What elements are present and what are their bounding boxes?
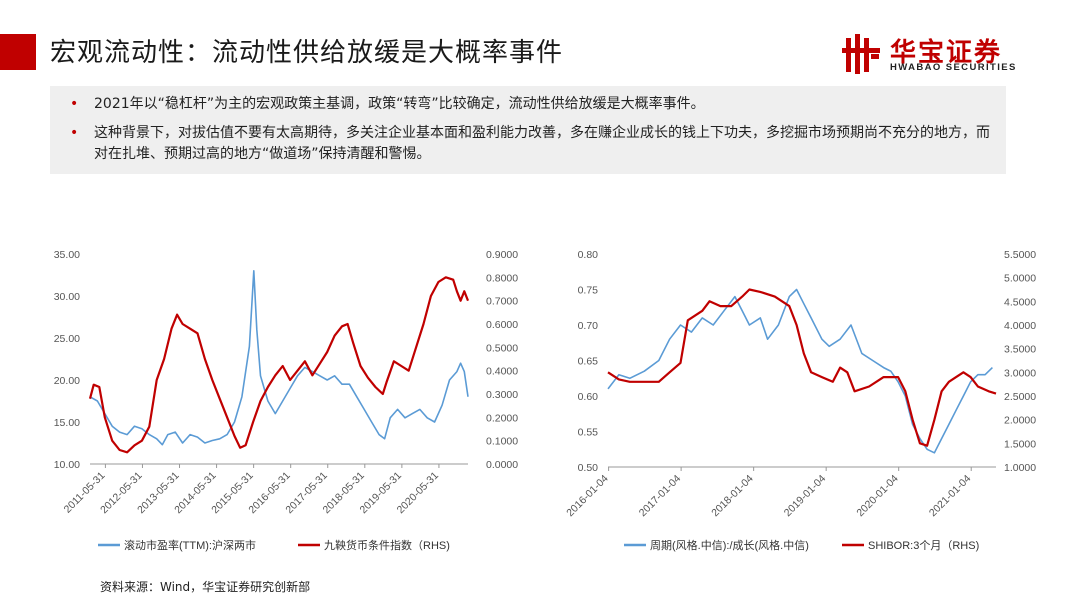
y-right-tick-label: 0.0000 xyxy=(486,459,518,471)
y-left-tick-label: 0.50 xyxy=(578,462,599,474)
bullet-dot-icon: • xyxy=(70,96,79,112)
bullet-item: • 这种背景下，对拔估值不要有太高期待，多关注企业基本面和盈利能力改善，多在赚企… xyxy=(64,123,992,165)
legend-label: SHIBOR:3个月（RHS) xyxy=(868,539,979,552)
x-tick-label: 2021-01-04 xyxy=(927,473,974,520)
x-tick-label: 2019-01-04 xyxy=(782,473,829,520)
bullet-text: 这种背景下，对拔估值不要有太高期待，多关注企业基本面和盈利能力改善，多在赚企业成… xyxy=(94,125,990,162)
y-right-tick-label: 4.5000 xyxy=(1004,296,1036,308)
y-left-tick-label: 15.00 xyxy=(54,417,80,429)
summary-box: • 2021年以“稳杠杆”为主的宏观政策主基调，政策“转弯”比较确定，流动性供给… xyxy=(50,86,1006,174)
x-tick-label: 2018-01-04 xyxy=(709,473,756,520)
y-left-tick-label: 35.00 xyxy=(54,249,80,261)
y-right-tick-label: 0.9000 xyxy=(486,249,518,261)
chart-pe-vs-monetary-index: 10.00 15.00 20.00 25.00 30.00 35.00 0.0000 0.10… xyxy=(54,249,519,552)
y-right-tick-label: 0.4000 xyxy=(486,366,518,378)
y-right-tick-label: 0.1000 xyxy=(486,436,518,448)
y-right-tick-label: 5.0000 xyxy=(1004,273,1036,285)
y-right-tick-label: 0.7000 xyxy=(486,296,518,308)
y-right-tick-label: 1.0000 xyxy=(1004,462,1036,474)
y-right-tick-label: 3.5000 xyxy=(1004,344,1036,356)
y-right-tick-label: 0.6000 xyxy=(486,319,518,331)
logo-english-name: HWABAO SECURITIES xyxy=(890,62,1017,73)
y-right-tick-label: 5.5000 xyxy=(1004,249,1036,261)
bullet-text: 2021年以“稳杠杆”为主的宏观政策主基调，政策“转弯”比较确定，流动性供给放缓… xyxy=(94,96,705,112)
y-right-tick-label: 2.5000 xyxy=(1004,391,1036,403)
y-left-tick-label: 0.60 xyxy=(578,391,599,403)
x-tick-label: 2016-01-04 xyxy=(564,473,611,520)
y-left-tick-label: 0.75 xyxy=(578,285,599,297)
y-left-tick-label: 10.00 xyxy=(54,459,80,471)
bullet-item: • 2021年以“稳杠杆”为主的宏观政策主基调，政策“转弯”比较确定，流动性供给… xyxy=(64,94,992,115)
y-right-tick-label: 2.0000 xyxy=(1004,415,1036,427)
x-tick-label: 2017-01-04 xyxy=(637,473,684,520)
y-left-tick-label: 0.70 xyxy=(578,320,599,332)
page-title: 宏观流动性：流动性供给放缓是大概率事件 xyxy=(50,38,564,68)
y-left-tick-label: 25.00 xyxy=(54,333,80,345)
y-right-tick-label: 3.0000 xyxy=(1004,367,1036,379)
bullet-dot-icon: • xyxy=(70,125,79,141)
legend-label: 九鞅货币条件指数（RHS) xyxy=(324,538,450,552)
y-left-tick-label: 0.80 xyxy=(578,249,599,261)
chart-cycle-growth-vs-shibor: 0.50 0.55 0.60 0.65 0.70 0.75 0.80 1.0000 1.5000… xyxy=(564,249,1036,552)
y-right-tick-label: 0.2000 xyxy=(486,412,518,424)
series-line-right-axis xyxy=(607,288,997,447)
series-line-right-axis xyxy=(88,276,470,454)
y-right-tick-label: 1.5000 xyxy=(1004,438,1036,450)
y-right-tick-label: 0.5000 xyxy=(486,342,518,354)
logo-mark-icon xyxy=(842,34,880,74)
y-left-tick-label: 0.65 xyxy=(578,356,599,368)
series-line-left-axis xyxy=(89,270,469,446)
legend-label: 周期(风格.中信):/成长(风格.中信) xyxy=(650,538,809,552)
y-right-tick-label: 4.0000 xyxy=(1004,320,1036,332)
y-left-tick-label: 20.00 xyxy=(54,375,80,387)
series-line-left-axis xyxy=(607,288,993,454)
x-tick-label: 2020-01-04 xyxy=(854,473,901,520)
company-logo: 华宝证券 HWABAO SECURITIES xyxy=(842,34,1042,76)
legend-label: 滚动市盈率(TTM):沪深两市 xyxy=(124,538,256,552)
y-right-tick-label: 0.8000 xyxy=(486,272,518,284)
y-left-tick-label: 30.00 xyxy=(54,291,80,303)
header-accent-bar xyxy=(0,34,36,70)
source-note: 资料来源：Wind，华宝证券研究创新部 xyxy=(100,580,311,594)
logo-chinese-name: 华宝证券 xyxy=(890,38,1003,68)
y-right-tick-label: 0.3000 xyxy=(486,389,518,401)
y-left-tick-label: 0.55 xyxy=(578,427,599,439)
